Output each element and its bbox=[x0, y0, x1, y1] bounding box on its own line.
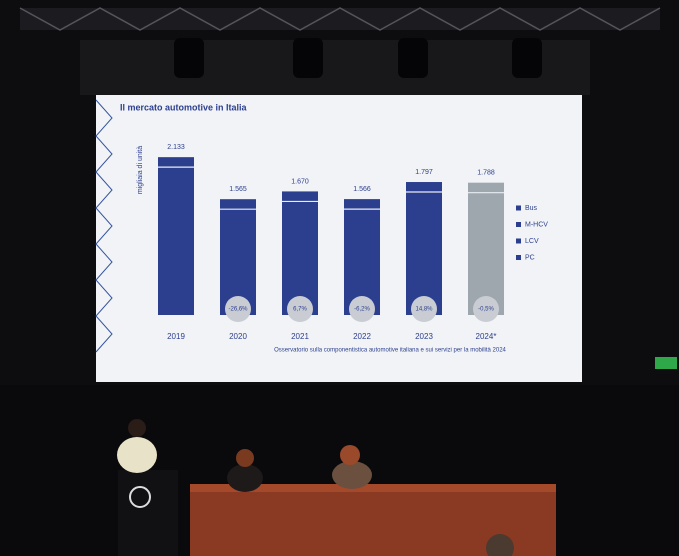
value-label: 1.797 bbox=[415, 169, 433, 176]
footnote: Osservatorio sulla componentistica autom… bbox=[274, 348, 506, 354]
x-tick-label: 2021 bbox=[291, 332, 309, 341]
exit-sign bbox=[655, 357, 677, 369]
speaker bbox=[117, 437, 157, 473]
bar bbox=[468, 183, 504, 315]
value-label: 2.133 bbox=[167, 144, 185, 151]
panelist bbox=[332, 461, 372, 489]
x-tick-label: 2023 bbox=[415, 332, 433, 341]
legend-swatch bbox=[516, 239, 521, 244]
change-label: 14,8% bbox=[415, 307, 433, 313]
panelist bbox=[227, 464, 263, 492]
legend-swatch bbox=[516, 255, 521, 260]
change-label: -26,6% bbox=[228, 307, 248, 313]
scene: Il mercato automotive in Italia migliaia… bbox=[0, 0, 679, 556]
x-tick-label: 2019 bbox=[167, 332, 185, 341]
legend-swatch bbox=[516, 206, 521, 211]
change-label: -6,2% bbox=[354, 307, 370, 313]
lectern bbox=[118, 470, 178, 556]
x-tick-label: 2024* bbox=[476, 332, 497, 341]
legend-label: M-HCV bbox=[525, 221, 548, 228]
panelist-head bbox=[236, 449, 254, 467]
legend-swatch bbox=[516, 222, 521, 227]
bar bbox=[406, 182, 442, 315]
value-label: 1.670 bbox=[291, 178, 309, 185]
change-label: 6,7% bbox=[293, 307, 307, 313]
x-tick-label: 2020 bbox=[229, 332, 247, 341]
y-axis-label: migliaia di unità bbox=[137, 146, 144, 194]
speaker-head bbox=[128, 419, 146, 437]
change-label: -0,5% bbox=[478, 307, 494, 313]
chart-title: Il mercato automotive in Italia bbox=[120, 102, 248, 112]
truss bbox=[20, 8, 660, 30]
bar bbox=[158, 157, 194, 315]
panelist-head bbox=[340, 445, 360, 465]
legend-label: Bus bbox=[525, 205, 538, 212]
legend-label: LCV bbox=[525, 238, 539, 245]
x-tick-label: 2022 bbox=[353, 332, 371, 341]
legend-label: PC bbox=[525, 254, 535, 261]
value-label: 1.788 bbox=[477, 170, 495, 177]
value-label: 1.566 bbox=[353, 186, 371, 193]
value-label: 1.565 bbox=[229, 186, 247, 193]
